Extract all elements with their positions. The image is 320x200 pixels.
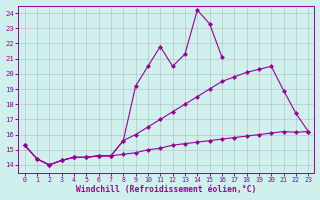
X-axis label: Windchill (Refroidissement éolien,°C): Windchill (Refroidissement éolien,°C)	[76, 185, 257, 194]
